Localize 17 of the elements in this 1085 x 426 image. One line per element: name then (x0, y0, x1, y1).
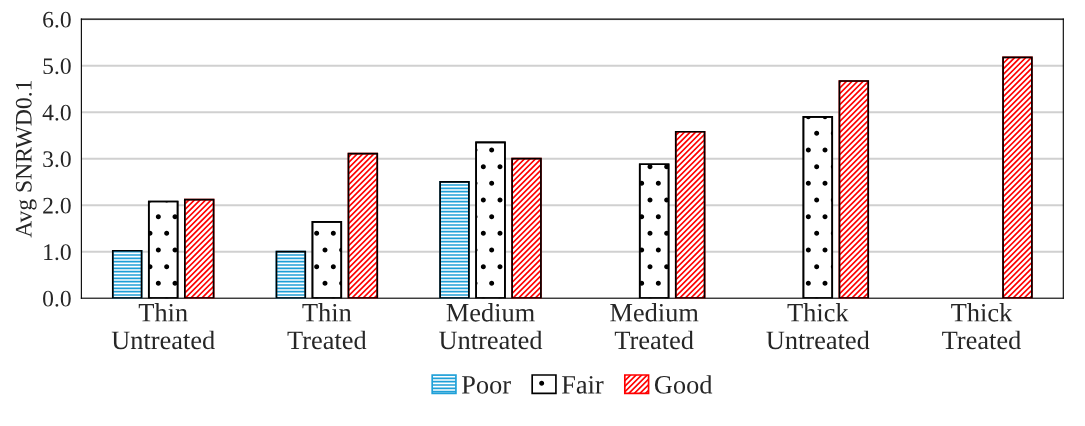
y-tick-label: 0.0 (43, 290, 71, 307)
x-tick-label: Thin Treated (287, 303, 367, 350)
x-tick-label: Thick Untreated (766, 303, 870, 350)
y-tick-label: 2.0 (43, 197, 71, 214)
legend-label: Poor (461, 376, 511, 394)
x-tick-label: Medium Treated (610, 303, 699, 350)
y-tick-label: 6.0 (43, 11, 71, 28)
x-tick-label: Medium Untreated (439, 303, 543, 350)
legend-label: Good (654, 375, 713, 394)
y-tick-label: 1.0 (44, 244, 71, 261)
y-tick-label: 5.0 (43, 58, 71, 75)
y-tick-label: 4.0 (42, 104, 71, 121)
y-tick-label: 3.0 (43, 151, 71, 168)
x-tick-label: Thin Untreated (111, 303, 215, 350)
legend-label: Fair (561, 375, 604, 394)
y-axis-title: Avg SNRWD0.1 (15, 80, 37, 238)
x-tick-label: Thick Treated (942, 303, 1021, 350)
